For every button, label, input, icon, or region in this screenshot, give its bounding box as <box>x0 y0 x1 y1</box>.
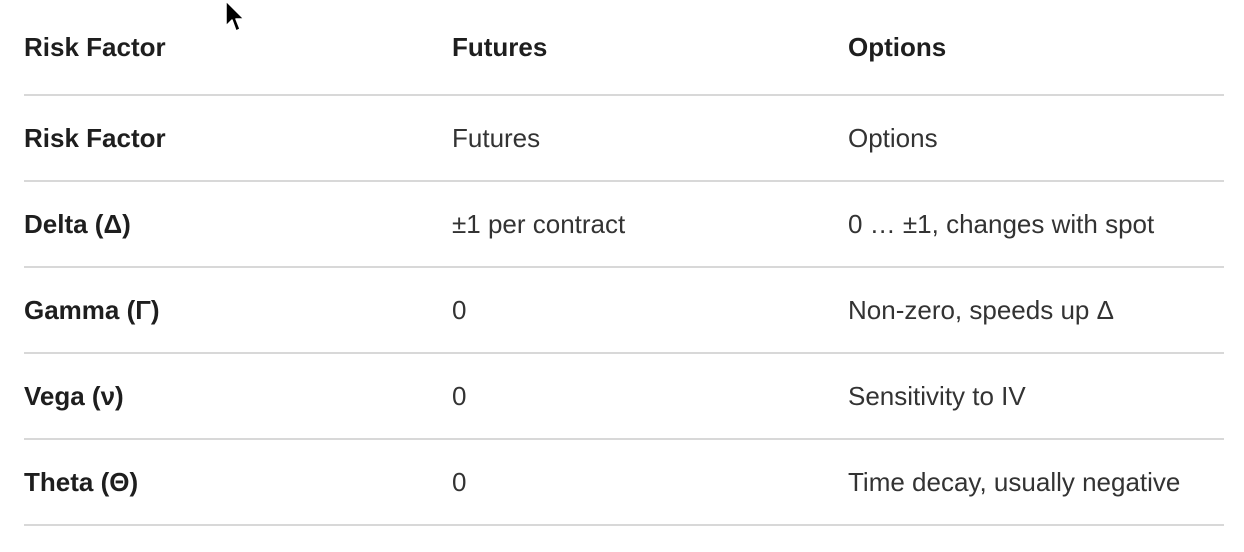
risk-comparison-table: Risk Factor Futures Options Risk Factor … <box>24 0 1224 526</box>
header-options: Options <box>848 0 1224 96</box>
row-label: Theta (Θ) <box>24 439 452 526</box>
table-header-row: Risk Factor Futures Options <box>24 0 1224 96</box>
futures-cell: Futures <box>452 95 848 182</box>
futures-cell: 0 <box>452 353 848 440</box>
table-row: Risk Factor Futures Options <box>24 95 1224 182</box>
row-label: Gamma (Γ) <box>24 267 452 354</box>
options-cell: Time decay, usually negative <box>848 439 1224 526</box>
comparison-table-container: Risk Factor Futures Options Risk Factor … <box>24 0 1224 526</box>
options-cell: Options <box>848 95 1224 182</box>
table-row: Vega (ν) 0 Sensitivity to IV <box>24 353 1224 440</box>
row-label: Delta (Δ) <box>24 181 452 268</box>
futures-cell: ±1 per contract <box>452 181 848 268</box>
row-label: Vega (ν) <box>24 353 452 440</box>
table-row: Delta (Δ) ±1 per contract 0 … ±1, change… <box>24 181 1224 268</box>
row-label: Risk Factor <box>24 95 452 182</box>
options-cell: Sensitivity to IV <box>848 353 1224 440</box>
futures-cell: 0 <box>452 267 848 354</box>
header-futures: Futures <box>452 0 848 96</box>
futures-cell: 0 <box>452 439 848 526</box>
options-cell: Non-zero, speeds up Δ <box>848 267 1224 354</box>
table-row: Theta (Θ) 0 Time decay, usually negative <box>24 439 1224 526</box>
mouse-pointer-icon <box>225 0 245 32</box>
table-row: Gamma (Γ) 0 Non-zero, speeds up Δ <box>24 267 1224 354</box>
header-risk-factor: Risk Factor <box>24 0 452 96</box>
options-cell: 0 … ±1, changes with spot <box>848 181 1224 268</box>
